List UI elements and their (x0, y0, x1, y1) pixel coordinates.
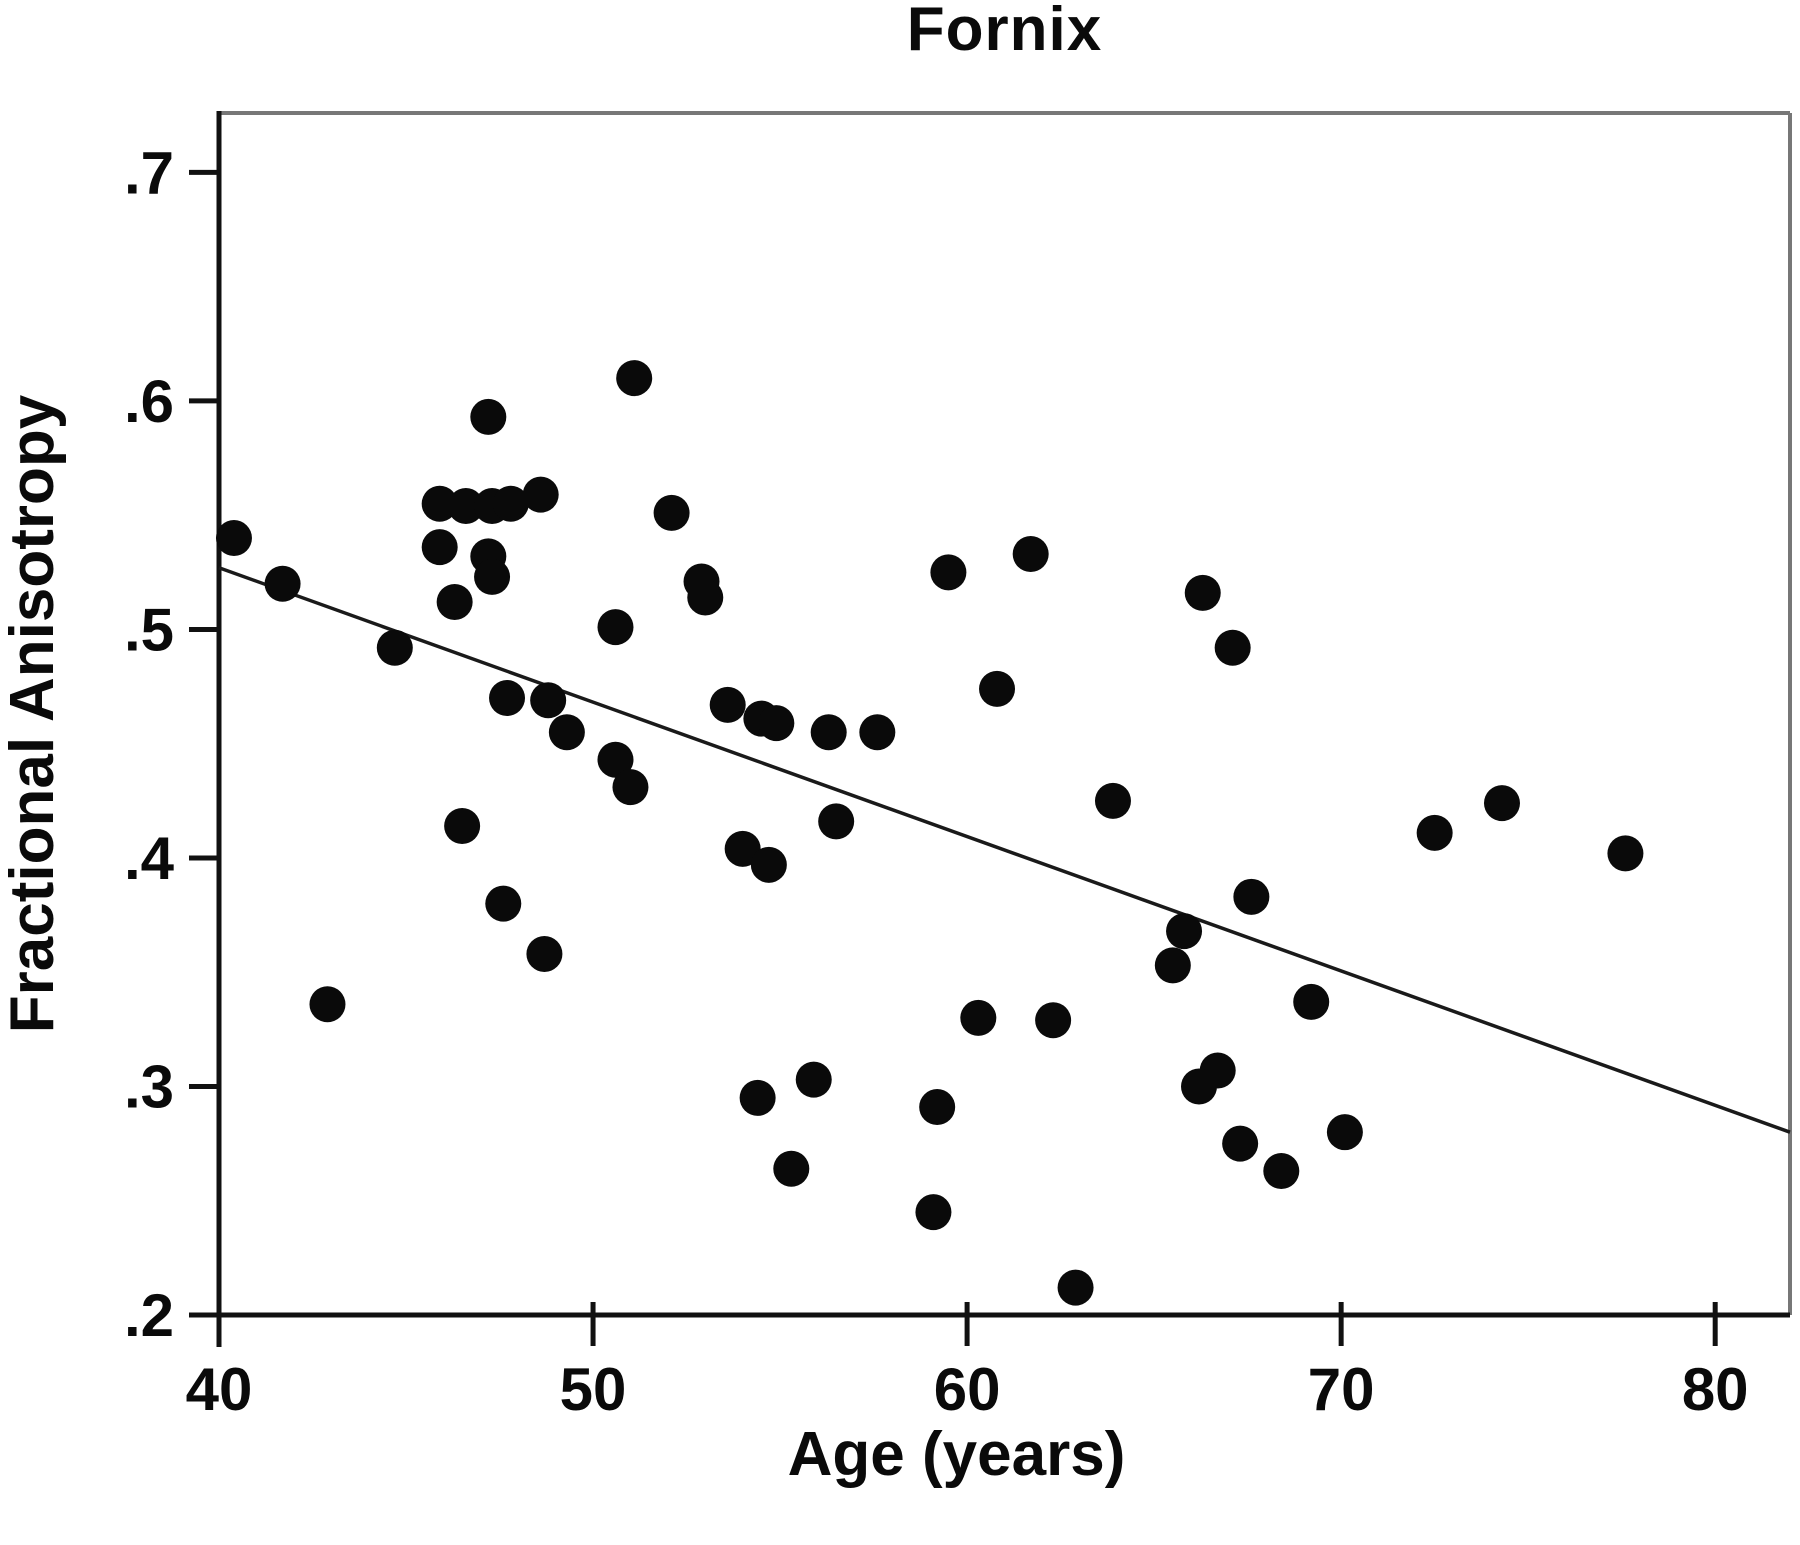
data-point (810, 714, 847, 751)
data-point (653, 494, 690, 531)
chart-title: Fornix (906, 0, 1103, 64)
data-point (1263, 1153, 1300, 1190)
x-tick-label: 60 (934, 1356, 1001, 1423)
data-point (1057, 1269, 1094, 1306)
data-point (436, 584, 473, 621)
data-point (1222, 1125, 1259, 1162)
data-point (960, 999, 997, 1036)
data-point (530, 682, 567, 719)
data-point (1012, 536, 1049, 573)
data-point (447, 488, 484, 525)
data-point (215, 520, 252, 557)
y-tick-label: .3 (124, 1053, 174, 1120)
data-point (309, 986, 346, 1023)
data-point (548, 714, 585, 751)
data-point (1233, 878, 1270, 915)
data-point (421, 485, 458, 522)
data-point (597, 609, 634, 646)
data-point (616, 360, 653, 397)
regression-line (218, 566, 1791, 1134)
data-point (859, 714, 896, 751)
data-point (264, 565, 301, 602)
axis-ticks: .7 .6 .5 .4 .3 .240 50 60 70 80 (124, 139, 1749, 1423)
data-point (526, 935, 563, 972)
data-point (1035, 1002, 1072, 1039)
data-point (1094, 782, 1131, 819)
y-tick-label: .6 (124, 368, 174, 435)
data-point (687, 579, 724, 616)
plot-frame (216, 111, 1792, 1347)
x-tick-label: 40 (186, 1356, 253, 1423)
data-point (1181, 1068, 1218, 1105)
y-tick-label: .2 (124, 1282, 174, 1349)
data-point (474, 558, 511, 595)
data-point (1166, 913, 1203, 950)
data-point (597, 741, 634, 778)
data-point (470, 398, 507, 435)
y-tick-label: .4 (124, 825, 175, 892)
data-point (1416, 814, 1453, 851)
data-point (795, 1061, 832, 1098)
data-point (919, 1089, 956, 1126)
x-axis-label: Age (years) (787, 1420, 1126, 1489)
data-point (1214, 629, 1251, 666)
data-point (739, 1079, 776, 1116)
data-point (724, 830, 761, 867)
data-point (1154, 947, 1191, 984)
data-point (1184, 574, 1221, 611)
x-tick-label: 80 (1682, 1356, 1749, 1423)
data-point (818, 803, 855, 840)
data-point (915, 1194, 952, 1231)
data-point (1326, 1114, 1363, 1151)
data-point (750, 846, 787, 883)
data-point (421, 529, 458, 566)
data-point (1607, 835, 1644, 872)
y-tick-label: .7 (124, 139, 174, 206)
x-tick-label: 50 (560, 1356, 627, 1423)
data-point (444, 807, 481, 844)
data-point (709, 686, 746, 723)
y-tick-label: .5 (124, 596, 174, 663)
x-tick-label: 70 (1308, 1356, 1375, 1423)
data-point (930, 554, 967, 591)
data-point (492, 485, 529, 522)
scatter-points (215, 360, 1644, 1306)
data-point (522, 476, 559, 513)
data-point (612, 769, 649, 806)
data-point (773, 1150, 810, 1187)
data-point (758, 705, 795, 742)
data-point (1293, 983, 1330, 1020)
data-point (485, 885, 522, 922)
data-point (1483, 785, 1520, 822)
fit-line (218, 566, 1791, 1134)
data-point (979, 670, 1016, 707)
data-point (489, 680, 526, 717)
data-point (376, 629, 413, 666)
